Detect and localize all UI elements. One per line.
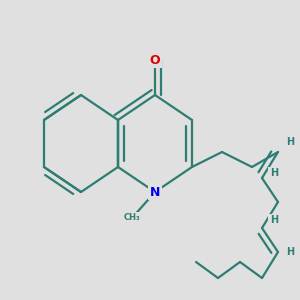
Text: H: H xyxy=(286,137,294,147)
Text: N: N xyxy=(150,185,160,199)
Text: H: H xyxy=(286,247,294,257)
Text: H: H xyxy=(270,168,278,178)
Text: CH₃: CH₃ xyxy=(124,214,140,223)
Text: H: H xyxy=(270,215,278,225)
Text: O: O xyxy=(150,53,160,67)
